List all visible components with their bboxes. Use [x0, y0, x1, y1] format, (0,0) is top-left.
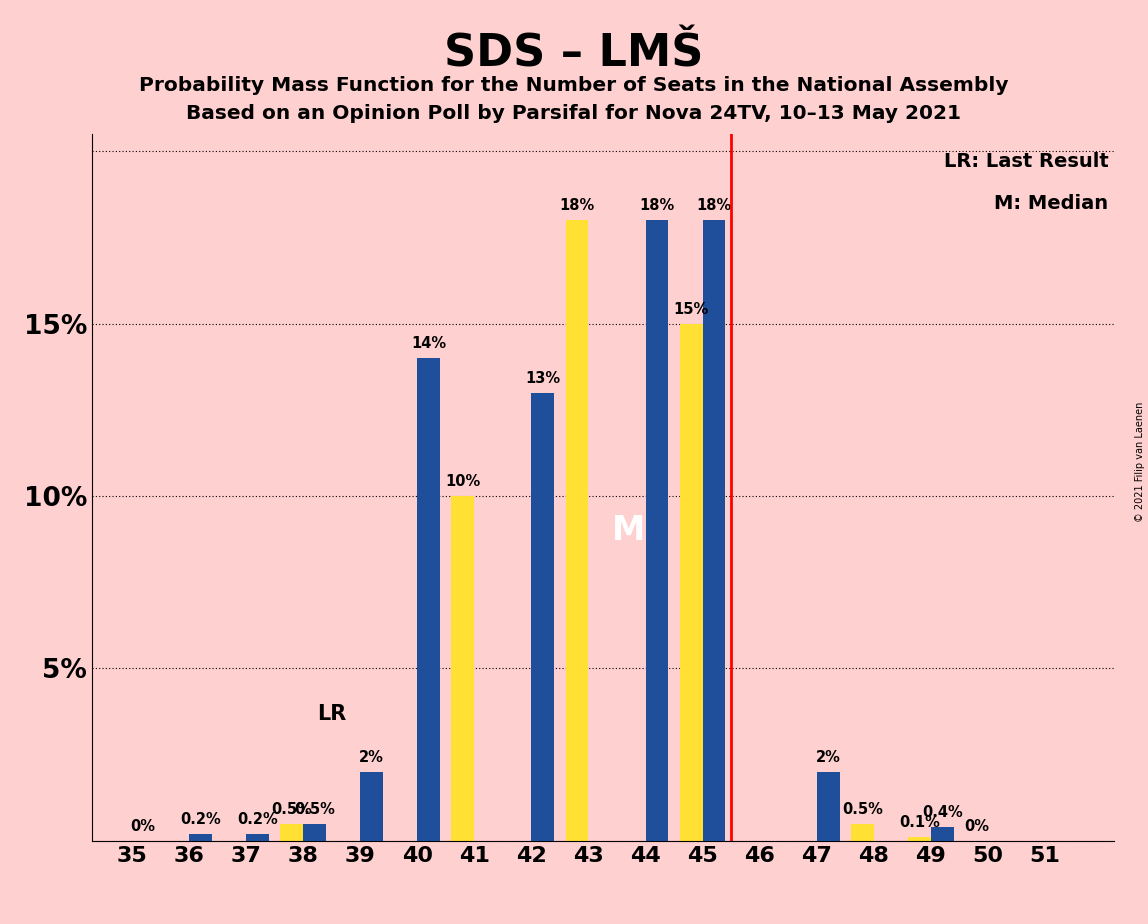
Bar: [566, 220, 589, 841]
Bar: [680, 323, 703, 841]
Bar: [532, 393, 554, 841]
Bar: [703, 220, 726, 841]
Bar: [246, 834, 269, 841]
Bar: [280, 823, 303, 841]
Bar: [417, 359, 440, 841]
Bar: [908, 837, 931, 841]
Bar: [816, 772, 839, 841]
Text: 18%: 18%: [639, 199, 675, 213]
Text: M: Median: M: Median: [994, 194, 1109, 213]
Text: 2%: 2%: [359, 750, 383, 765]
Text: 10%: 10%: [445, 474, 481, 489]
Text: 0.5%: 0.5%: [271, 802, 312, 817]
Text: 15%: 15%: [674, 302, 708, 317]
Text: Probability Mass Function for the Number of Seats in the National Assembly: Probability Mass Function for the Number…: [139, 76, 1009, 95]
Text: 0%: 0%: [964, 819, 990, 834]
Text: 0.2%: 0.2%: [180, 812, 220, 827]
Text: 18%: 18%: [697, 199, 731, 213]
Text: LR: LR: [317, 703, 347, 723]
Bar: [189, 834, 211, 841]
Text: SDS – LMŠ: SDS – LMŠ: [444, 32, 704, 76]
Text: 14%: 14%: [411, 336, 447, 351]
Text: 0.5%: 0.5%: [294, 802, 335, 817]
Text: M: M: [612, 514, 645, 547]
Bar: [931, 827, 954, 841]
Text: 0.4%: 0.4%: [922, 805, 963, 821]
Bar: [303, 823, 326, 841]
Bar: [645, 220, 668, 841]
Text: LR: Last Result: LR: Last Result: [944, 152, 1109, 171]
Bar: [360, 772, 383, 841]
Text: Based on an Opinion Poll by Parsifal for Nova 24TV, 10–13 May 2021: Based on an Opinion Poll by Parsifal for…: [186, 104, 962, 124]
Text: © 2021 Filip van Laenen: © 2021 Filip van Laenen: [1135, 402, 1145, 522]
Bar: [851, 823, 874, 841]
Text: 18%: 18%: [559, 199, 595, 213]
Text: 13%: 13%: [525, 371, 560, 385]
Text: 0.2%: 0.2%: [236, 812, 278, 827]
Text: 0%: 0%: [131, 819, 156, 834]
Bar: [451, 496, 474, 841]
Text: 2%: 2%: [816, 750, 840, 765]
Text: 0.1%: 0.1%: [899, 816, 940, 831]
Text: 0.5%: 0.5%: [841, 802, 883, 817]
